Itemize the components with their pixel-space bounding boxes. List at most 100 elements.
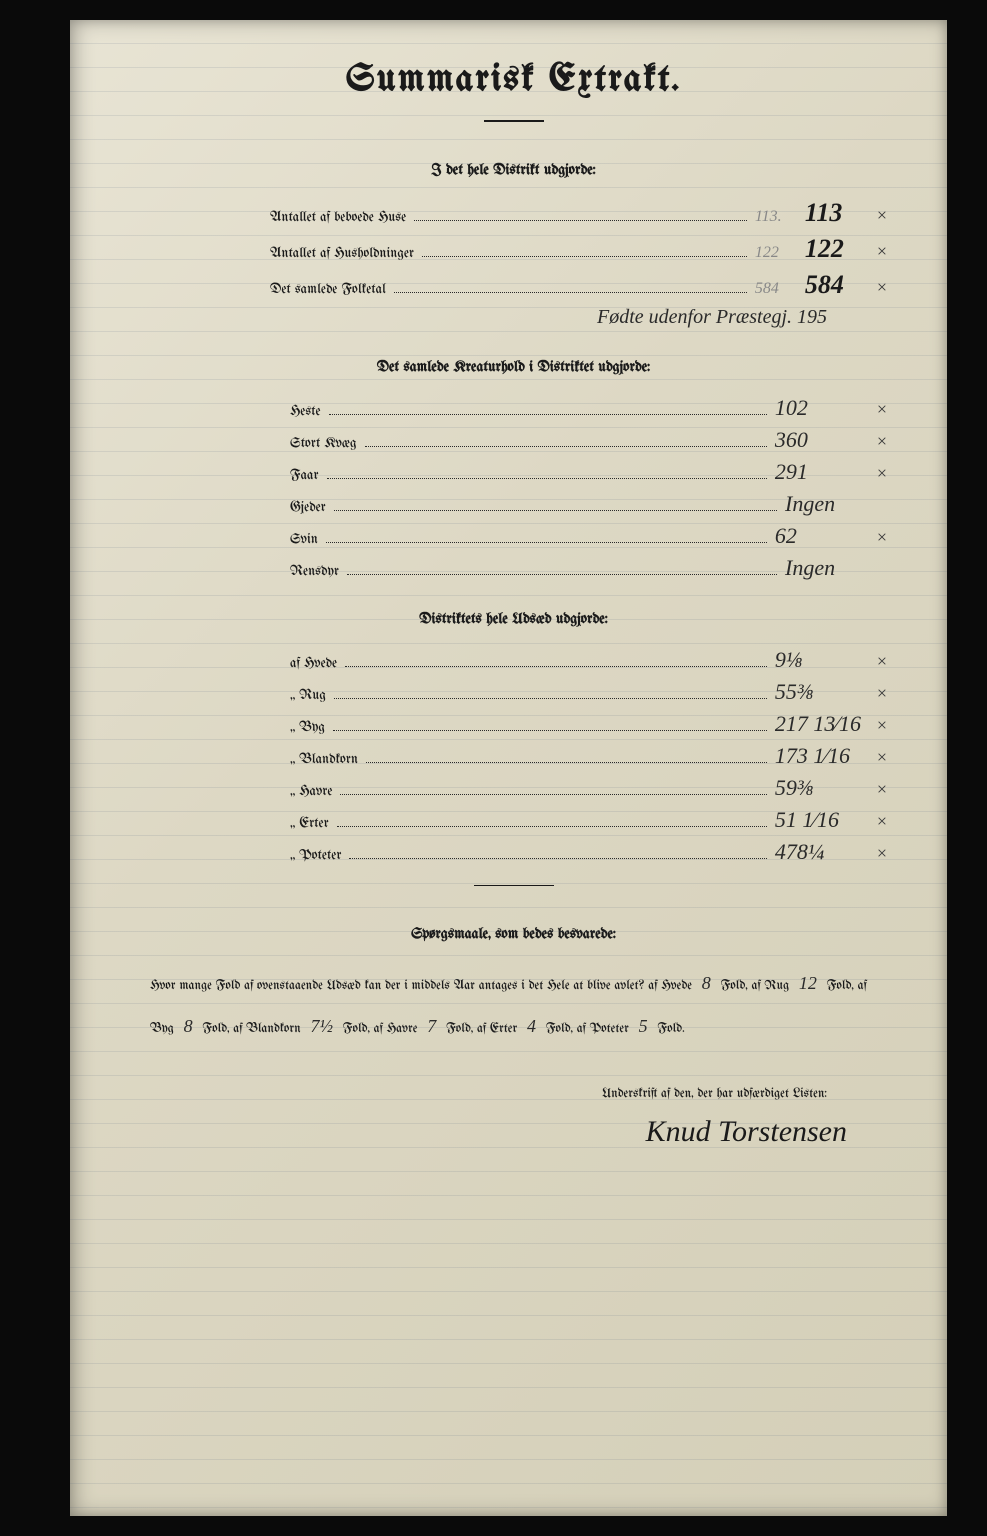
q-value: 7 bbox=[421, 1016, 442, 1036]
q-crop: af Erter bbox=[477, 1023, 517, 1036]
dot-leader bbox=[414, 220, 747, 221]
dot-leader bbox=[422, 256, 747, 257]
district-row: Antallet af Husholdninger 122 122 × bbox=[140, 234, 887, 264]
q-value: 5 bbox=[633, 1016, 654, 1036]
signature-name: Knud Torstensen bbox=[140, 1115, 887, 1149]
row-value: Ingen bbox=[785, 555, 875, 581]
row-pencil: 584 bbox=[755, 280, 805, 298]
check-mark: × bbox=[877, 843, 887, 864]
q-crop: af Rug bbox=[751, 980, 789, 993]
row-value: 217 13⁄16 bbox=[775, 711, 865, 737]
row-value: 62 bbox=[775, 523, 865, 549]
check-mark: × bbox=[877, 277, 887, 298]
check-mark: × bbox=[877, 527, 887, 548]
row-value: 478¼ bbox=[775, 839, 865, 865]
dot-leader bbox=[326, 542, 767, 543]
check-mark: × bbox=[877, 205, 887, 226]
row-label: „ Poteter bbox=[290, 848, 341, 863]
title-divider bbox=[484, 120, 544, 122]
dot-leader bbox=[333, 730, 767, 731]
seed-row: af Hvede 9⅛ × bbox=[140, 647, 887, 673]
q-unit: Fold, bbox=[446, 1023, 473, 1036]
check-mark: × bbox=[877, 399, 887, 420]
q-unit: Fold. bbox=[657, 1023, 684, 1036]
dot-leader bbox=[327, 478, 767, 479]
row-label: Antallet af Husholdninger bbox=[270, 246, 414, 261]
q-value: 8 bbox=[178, 1016, 199, 1036]
row-label: Gjeder bbox=[290, 500, 326, 515]
check-mark: × bbox=[877, 779, 887, 800]
q-crop: af Hvede bbox=[648, 980, 692, 993]
row-label: „ Rug bbox=[290, 688, 326, 703]
dot-leader bbox=[345, 666, 767, 667]
dot-leader bbox=[334, 510, 777, 511]
signature-label: Underskrift af den, der har udfærdiget L… bbox=[140, 1088, 887, 1101]
page-title: Summarisk Extrakt. bbox=[140, 60, 887, 100]
check-mark: × bbox=[877, 683, 887, 704]
q-value: 7½ bbox=[304, 1016, 339, 1036]
questions-paragraph: Hvor mange Fold af ovenstaaende Udsæd ka… bbox=[140, 962, 887, 1048]
row-value: 360 bbox=[775, 427, 865, 453]
seed-row: „ Rug 55⅜ × bbox=[140, 679, 887, 705]
seed-row: „ Blandkorn 173 1⁄16 × bbox=[140, 743, 887, 769]
row-value: 291 bbox=[775, 459, 865, 485]
row-label: „ Byg bbox=[290, 720, 325, 735]
row-value: 59⅜ bbox=[775, 775, 865, 801]
row-label: Heste bbox=[290, 404, 321, 419]
dot-leader bbox=[366, 762, 767, 763]
q-value: 12 bbox=[793, 973, 823, 993]
check-mark: × bbox=[877, 747, 887, 768]
scan-frame: Summarisk Extrakt. I det hele Distrikt u… bbox=[0, 0, 987, 1536]
row-label: Svin bbox=[290, 532, 318, 547]
question-lead: Hvor mange Fold af ovenstaaende Udsæd ka… bbox=[150, 980, 644, 993]
dot-leader bbox=[365, 446, 767, 447]
seed-row: „ Havre 59⅜ × bbox=[140, 775, 887, 801]
livestock-row: Heste 102 × bbox=[140, 395, 887, 421]
dot-leader bbox=[337, 826, 767, 827]
q-crop: af Blandkorn bbox=[233, 1023, 300, 1036]
questions-heading: Spørgsmaale, som bedes besvarede: bbox=[140, 926, 887, 942]
row-label: Antallet af beboede Huse bbox=[270, 210, 406, 225]
section-divider bbox=[474, 885, 554, 886]
check-mark: × bbox=[877, 715, 887, 736]
q-unit: Fold, bbox=[827, 980, 854, 993]
seed-row: „ Byg 217 13⁄16 × bbox=[140, 711, 887, 737]
row-bold: 122 bbox=[805, 234, 865, 264]
row-label: „ Erter bbox=[290, 816, 329, 831]
row-bold: 113 bbox=[805, 198, 865, 228]
row-label: af Hvede bbox=[290, 656, 337, 671]
district-row: Det samlede Folketal 584 584 × bbox=[140, 270, 887, 300]
handwritten-annotation: Fødte udenfor Præstegj. 195 bbox=[140, 306, 887, 329]
q-crop: af Havre bbox=[374, 1023, 418, 1036]
q-unit: Fold, bbox=[546, 1023, 573, 1036]
check-mark: × bbox=[877, 651, 887, 672]
seed-row: „ Erter 51 1⁄16 × bbox=[140, 807, 887, 833]
livestock-row: Faar 291 × bbox=[140, 459, 887, 485]
dot-leader bbox=[349, 858, 766, 859]
row-value: 55⅜ bbox=[775, 679, 865, 705]
livestock-row: Svin 62 × bbox=[140, 523, 887, 549]
section1-heading: I det hele Distrikt udgjorde: bbox=[140, 162, 887, 178]
row-bold: 584 bbox=[805, 270, 865, 300]
check-mark: × bbox=[877, 431, 887, 452]
document-page: Summarisk Extrakt. I det hele Distrikt u… bbox=[70, 20, 947, 1516]
check-mark: × bbox=[877, 811, 887, 832]
q-value: 8 bbox=[696, 973, 717, 993]
check-mark: × bbox=[877, 463, 887, 484]
q-value: 4 bbox=[521, 1016, 542, 1036]
dot-leader bbox=[340, 794, 766, 795]
seed-row: „ Poteter 478¼ × bbox=[140, 839, 887, 865]
row-pencil: 122 bbox=[755, 244, 805, 262]
row-label: „ Havre bbox=[290, 784, 332, 799]
section3-heading: Distriktets hele Udsæd udgjorde: bbox=[140, 611, 887, 627]
row-value: 173 1⁄16 bbox=[775, 743, 865, 769]
q-unit: Fold, bbox=[343, 1023, 370, 1036]
dot-leader bbox=[394, 292, 747, 293]
livestock-row: Rensdyr Ingen bbox=[140, 555, 887, 581]
row-value: 102 bbox=[775, 395, 865, 421]
dot-leader bbox=[329, 414, 767, 415]
row-label: Faar bbox=[290, 468, 319, 483]
q-unit: Fold, bbox=[202, 1023, 229, 1036]
section2-heading: Det samlede Kreaturhold i Distriktet udg… bbox=[140, 359, 887, 375]
row-value: 51 1⁄16 bbox=[775, 807, 865, 833]
